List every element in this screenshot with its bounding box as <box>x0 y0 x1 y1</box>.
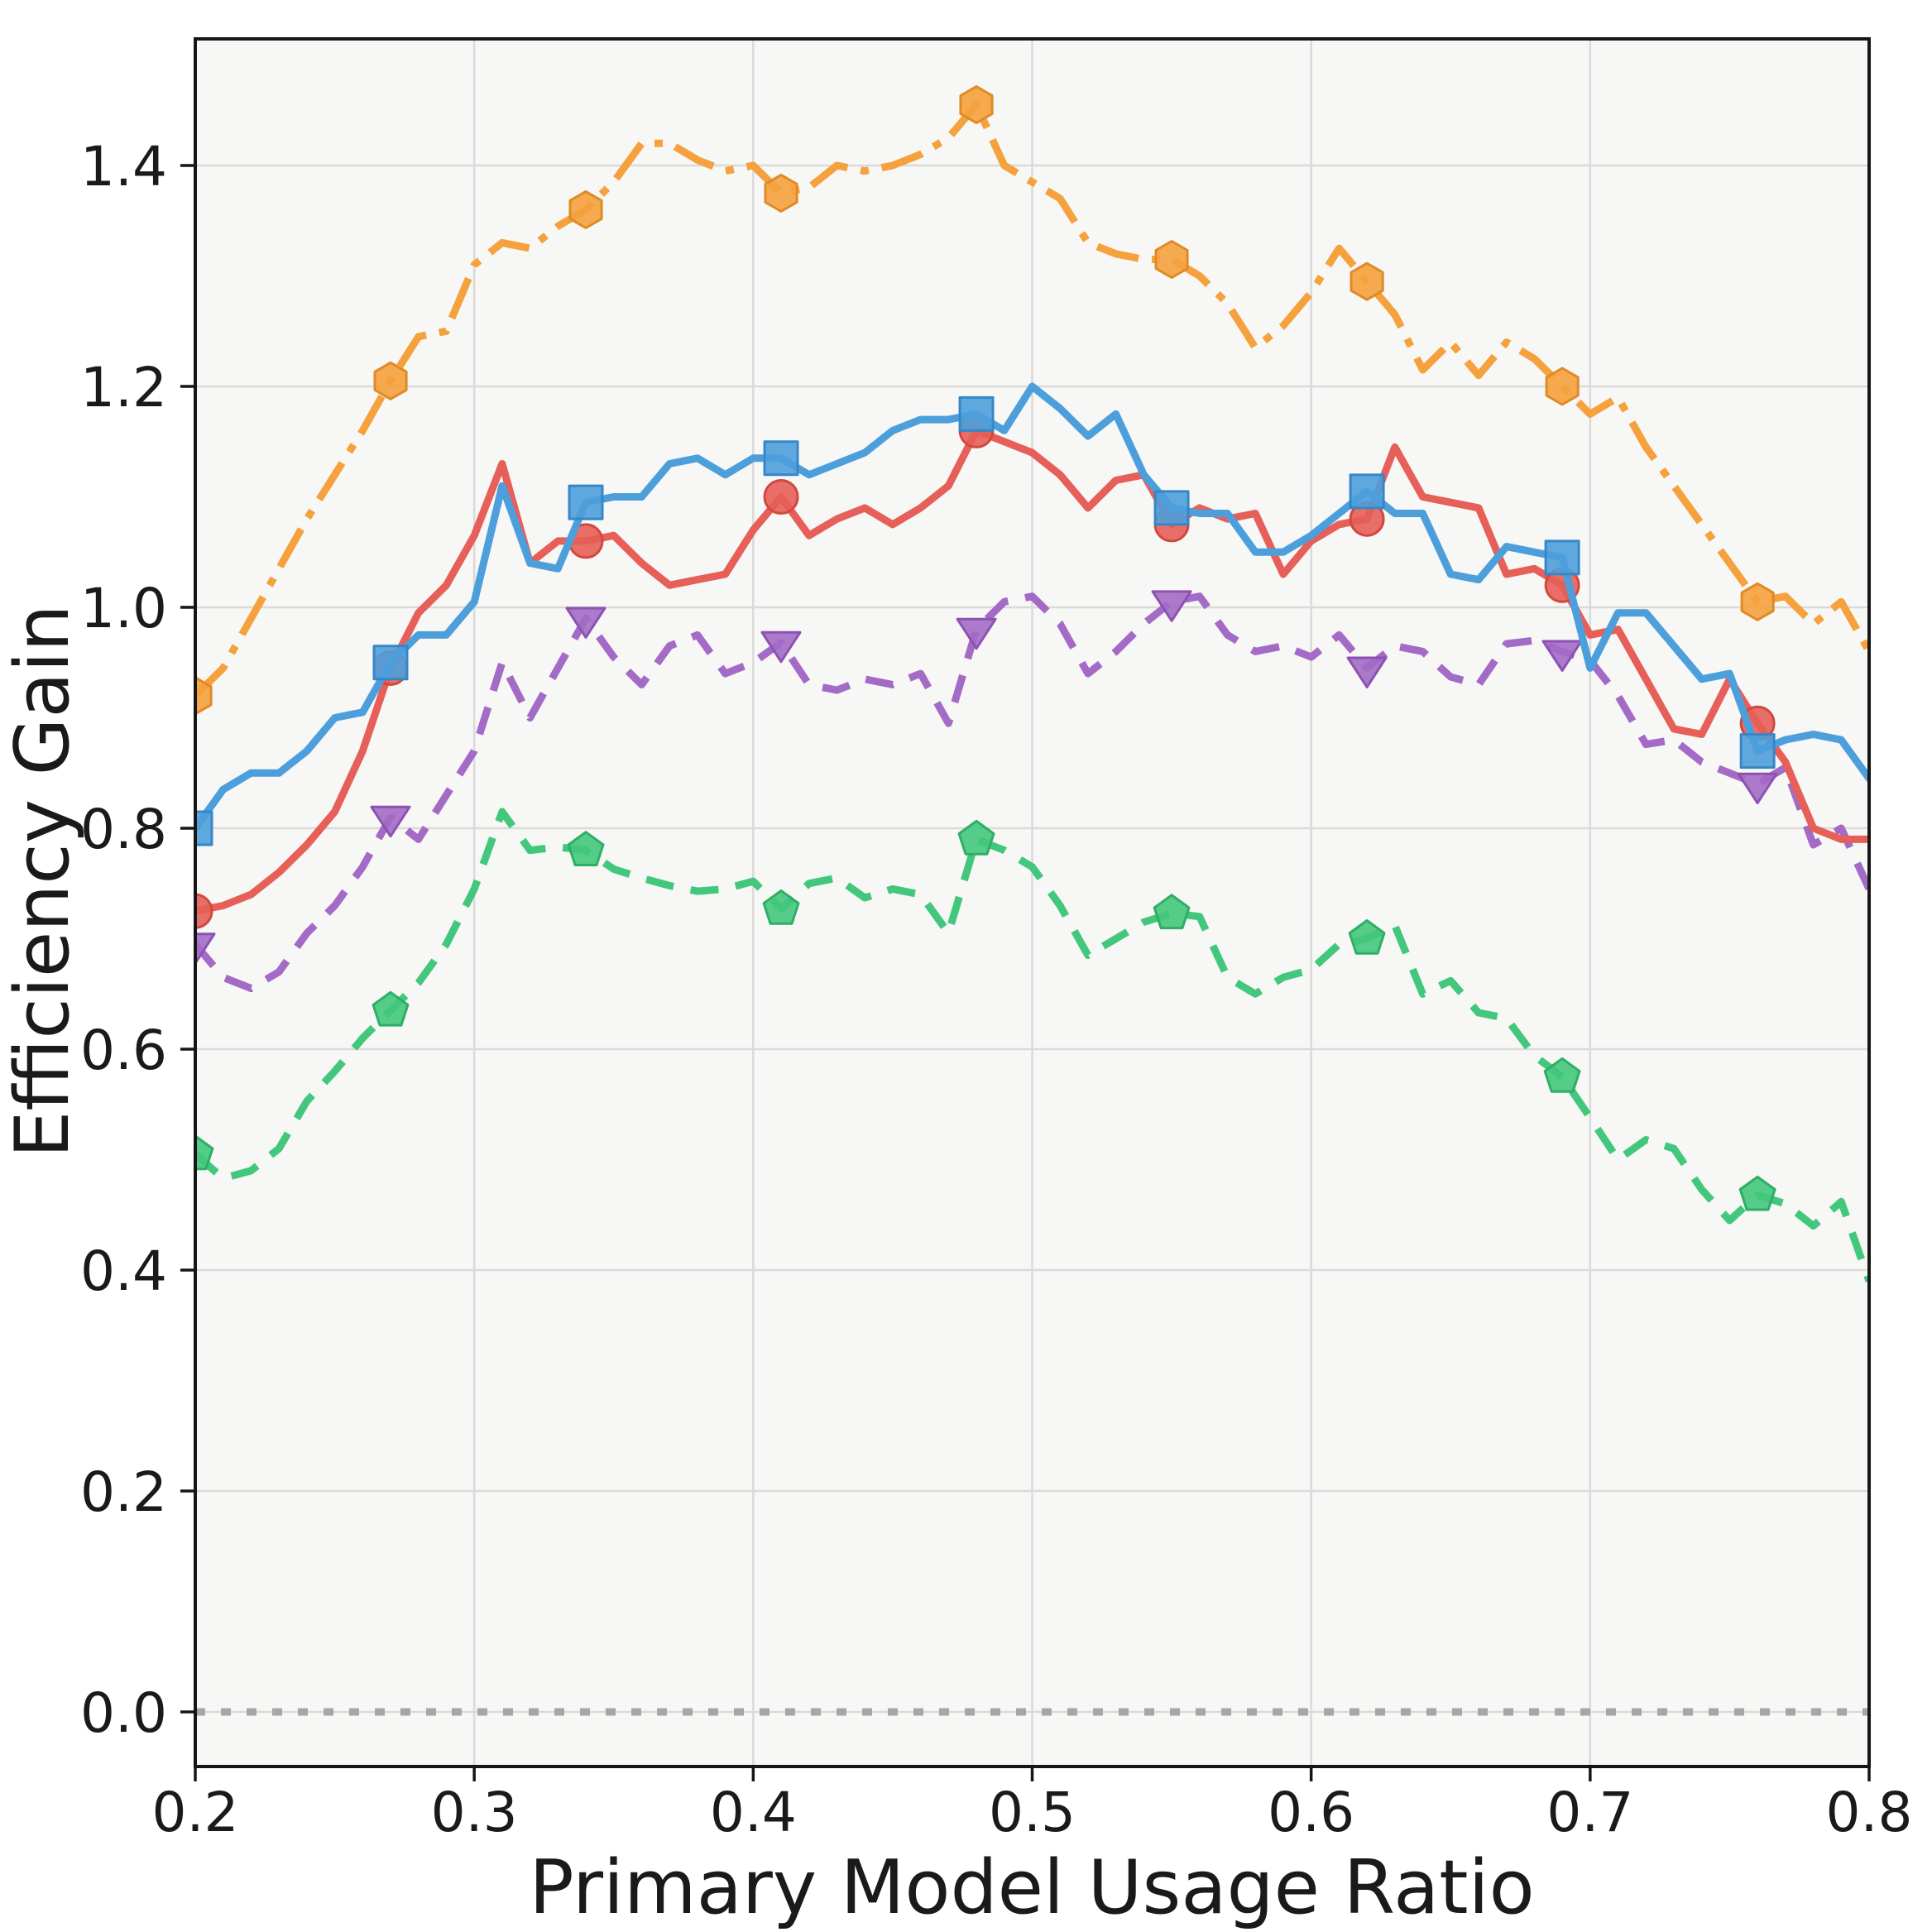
triangle-down-marker <box>760 630 802 664</box>
pentagon-marker <box>1153 894 1191 930</box>
triangle-down-marker <box>1346 656 1388 688</box>
series-green-dashed-pentagon <box>195 808 1869 1282</box>
x-tick-label: 0.3 <box>431 1781 518 1844</box>
series-markers-orange-dashdot-hexagon <box>195 85 1775 716</box>
y-tick-label: 1.4 <box>80 135 167 199</box>
square-marker <box>1153 490 1190 526</box>
x-tick-label: 0.8 <box>1826 1781 1913 1844</box>
x-tick-label: 0.5 <box>989 1781 1076 1844</box>
series-blue-solid-square <box>195 382 1869 846</box>
hexagon-marker <box>1350 261 1384 301</box>
y-axis-label: Efficiency Gain <box>0 604 86 1158</box>
hexagon-marker <box>1154 240 1189 279</box>
series-line-red-solid-circle <box>195 426 1869 915</box>
x-tick-label: 0.7 <box>1546 1781 1633 1844</box>
square-marker <box>958 396 995 432</box>
series-line-blue-solid-square <box>195 382 1869 832</box>
series-markers-green-dashed-pentagon <box>195 819 1776 1211</box>
series-orange-dashdot-hexagon <box>195 85 1869 716</box>
square-marker <box>763 440 799 477</box>
square-marker <box>195 810 213 846</box>
square-marker <box>1349 473 1385 510</box>
pentagon-marker <box>762 889 800 925</box>
pentagon-marker <box>1348 919 1386 955</box>
series-markers-blue-solid-square <box>195 396 1776 846</box>
pentagon-marker <box>1543 1057 1581 1093</box>
pentagon-marker <box>1738 1175 1776 1211</box>
square-marker <box>1544 539 1580 576</box>
hexagon-marker <box>764 173 798 213</box>
triangle-down-marker <box>1541 640 1583 672</box>
hexagon-marker <box>373 361 408 400</box>
pentagon-marker <box>195 1134 214 1171</box>
triangle-down-marker <box>370 805 411 838</box>
square-marker <box>568 484 604 520</box>
series-line-purple-dashed-triangle <box>195 592 1869 993</box>
data-layer <box>195 85 1869 1716</box>
triangle-down-marker <box>1737 772 1778 805</box>
hexagon-marker <box>1545 367 1580 406</box>
x-tick-label: 0.4 <box>710 1781 797 1844</box>
hexagon-marker <box>568 189 603 229</box>
square-marker <box>372 645 409 681</box>
triangle-down-marker <box>956 617 997 650</box>
circle-marker <box>763 479 799 515</box>
x-axis-label: Primary Model Usage Ratio <box>529 1844 1534 1931</box>
x-tick-label: 0.2 <box>152 1781 239 1844</box>
y-tick-label: 0.8 <box>80 798 167 861</box>
y-tick-label: 1.0 <box>80 577 167 640</box>
series-line-orange-dashdot-hexagon <box>195 101 1869 698</box>
y-tick-label: 1.2 <box>80 356 167 419</box>
pentagon-marker <box>957 819 995 856</box>
pentagon-marker <box>567 831 605 866</box>
y-tick-label: 0.6 <box>80 1019 167 1082</box>
pentagon-marker <box>372 990 410 1027</box>
circle-marker <box>195 893 213 929</box>
triangle-down-marker <box>565 606 606 639</box>
series-purple-dashed-triangle <box>195 590 1869 993</box>
hexagon-marker <box>1740 582 1775 621</box>
y-tick-label: 0.4 <box>80 1239 167 1303</box>
ticks: 0.2 0.3 0.4 0.5 0.6 0.7 0.8 0.0 0.2 0.4 0.6 0.8 1.0 1… <box>80 135 1912 1844</box>
y-tick-label: 0.0 <box>80 1681 167 1745</box>
x-tick-label: 0.6 <box>1268 1781 1354 1844</box>
hexagon-marker <box>195 676 213 716</box>
y-tick-label: 0.2 <box>80 1460 167 1524</box>
triangle-down-marker <box>1151 590 1192 622</box>
square-marker <box>1739 733 1776 769</box>
series-markers-purple-dashed-triangle <box>195 590 1778 965</box>
series-line-green-dashed-pentagon <box>195 808 1869 1282</box>
hexagon-marker <box>959 85 994 125</box>
triangle-down-marker <box>195 932 216 965</box>
